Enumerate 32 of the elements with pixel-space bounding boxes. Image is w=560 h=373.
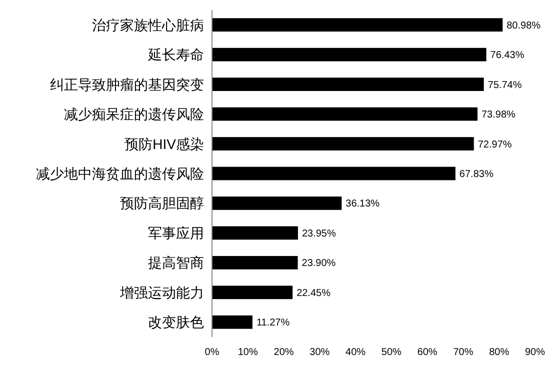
data-label: 23.95% — [302, 228, 336, 240]
x-tick-label: 30% — [310, 347, 330, 358]
y-tick-label: 减少地中海贫血的遗传风险 — [36, 166, 204, 182]
x-tick-label: 10% — [238, 347, 258, 358]
y-tick-label: 提高智商 — [148, 254, 204, 271]
data-label: 76.43% — [490, 50, 524, 62]
x-tick-label: 20% — [274, 347, 294, 358]
x-tick-label: 60% — [417, 347, 438, 358]
y-tick-label: 治疗家族性心脏病 — [92, 16, 204, 33]
x-tick-label: 50% — [381, 347, 402, 358]
data-label: 67.83% — [459, 169, 494, 180]
y-tick-label: 预防HIV感染 — [124, 136, 204, 152]
x-tick-label: 0% — [204, 347, 220, 358]
y-tick-label: 减少痴呆症的遗传风险 — [64, 106, 204, 122]
data-label: 80.98% — [506, 20, 541, 32]
data-label: 72.97% — [478, 139, 512, 150]
x-tick-label: 40% — [346, 347, 366, 358]
data-label: 11.27% — [256, 318, 290, 329]
data-label: 73.98% — [482, 110, 516, 121]
data-label: 75.74% — [488, 80, 522, 91]
y-tick-label: 改变肤色 — [148, 314, 204, 330]
data-label: 23.90% — [302, 258, 336, 270]
y-tick-label: 军事应用 — [148, 224, 204, 241]
x-tick-label: 80% — [489, 347, 510, 358]
y-tick-label: 增强运动能力 — [119, 284, 204, 300]
data-label: 22.45% — [296, 288, 331, 299]
x-tick-label: 90% — [524, 347, 546, 358]
x-tick-label: 70% — [453, 347, 474, 358]
y-tick-label: 预防高胆固醇 — [120, 195, 204, 212]
data-label: 36.13% — [346, 198, 380, 210]
y-tick-label: 延长寿命 — [147, 46, 204, 63]
y-tick-label: 纠正导致肿瘤的基因突变 — [50, 76, 204, 92]
